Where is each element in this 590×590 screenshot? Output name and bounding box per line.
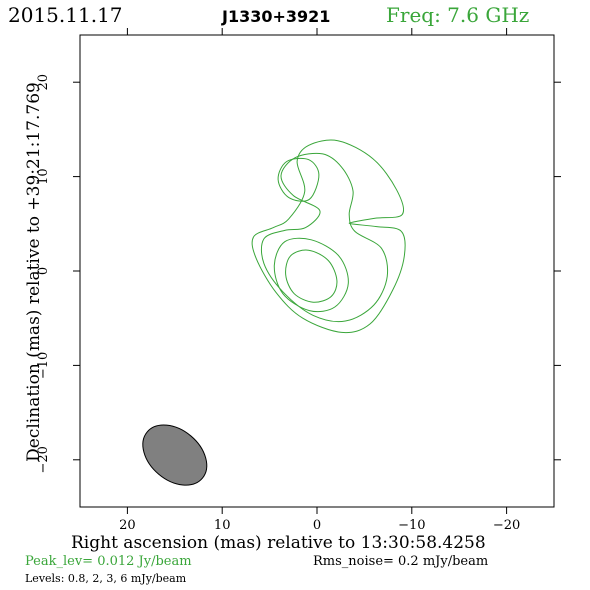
x-tick-label: −20 <box>493 518 520 533</box>
y-tick-label: −20 <box>36 446 51 473</box>
contour-levels: Levels: 0.8, 2, 3, 6 mJy/beam <box>25 572 187 585</box>
source-name: J1330+3921 <box>222 7 331 26</box>
contour-level-3-core <box>273 237 349 313</box>
frequency-label: Freq: 7.6 GHz <box>386 3 530 27</box>
y-tick-label: 0 <box>36 267 51 275</box>
y-tick-label: −10 <box>36 352 51 379</box>
observation-date: 2015.11.17 <box>8 3 123 27</box>
contour-level-0.8 <box>251 139 406 334</box>
y-tick-label: 20 <box>36 74 51 91</box>
x-tick-label: 0 <box>313 518 321 533</box>
x-tick-label: −10 <box>398 518 425 533</box>
peak-level: Peak_lev= 0.012 Jy/beam <box>25 554 192 569</box>
x-tick-label: 20 <box>119 518 136 533</box>
rms-noise: Rms_noise= 0.2 mJy/beam <box>313 554 489 569</box>
y-tick-label: 10 <box>36 168 51 185</box>
x-axis-label: Right ascension (mas) relative to 13:30:… <box>71 533 486 553</box>
contour-level-3-knot <box>277 157 320 202</box>
contour-level-2 <box>260 152 389 323</box>
y-axis-label: Declination (mas) relative to +39:21:17.… <box>24 82 44 462</box>
restoring-beam <box>142 424 208 486</box>
x-tick-label: 10 <box>214 518 231 533</box>
contour-level-6 <box>285 249 338 303</box>
